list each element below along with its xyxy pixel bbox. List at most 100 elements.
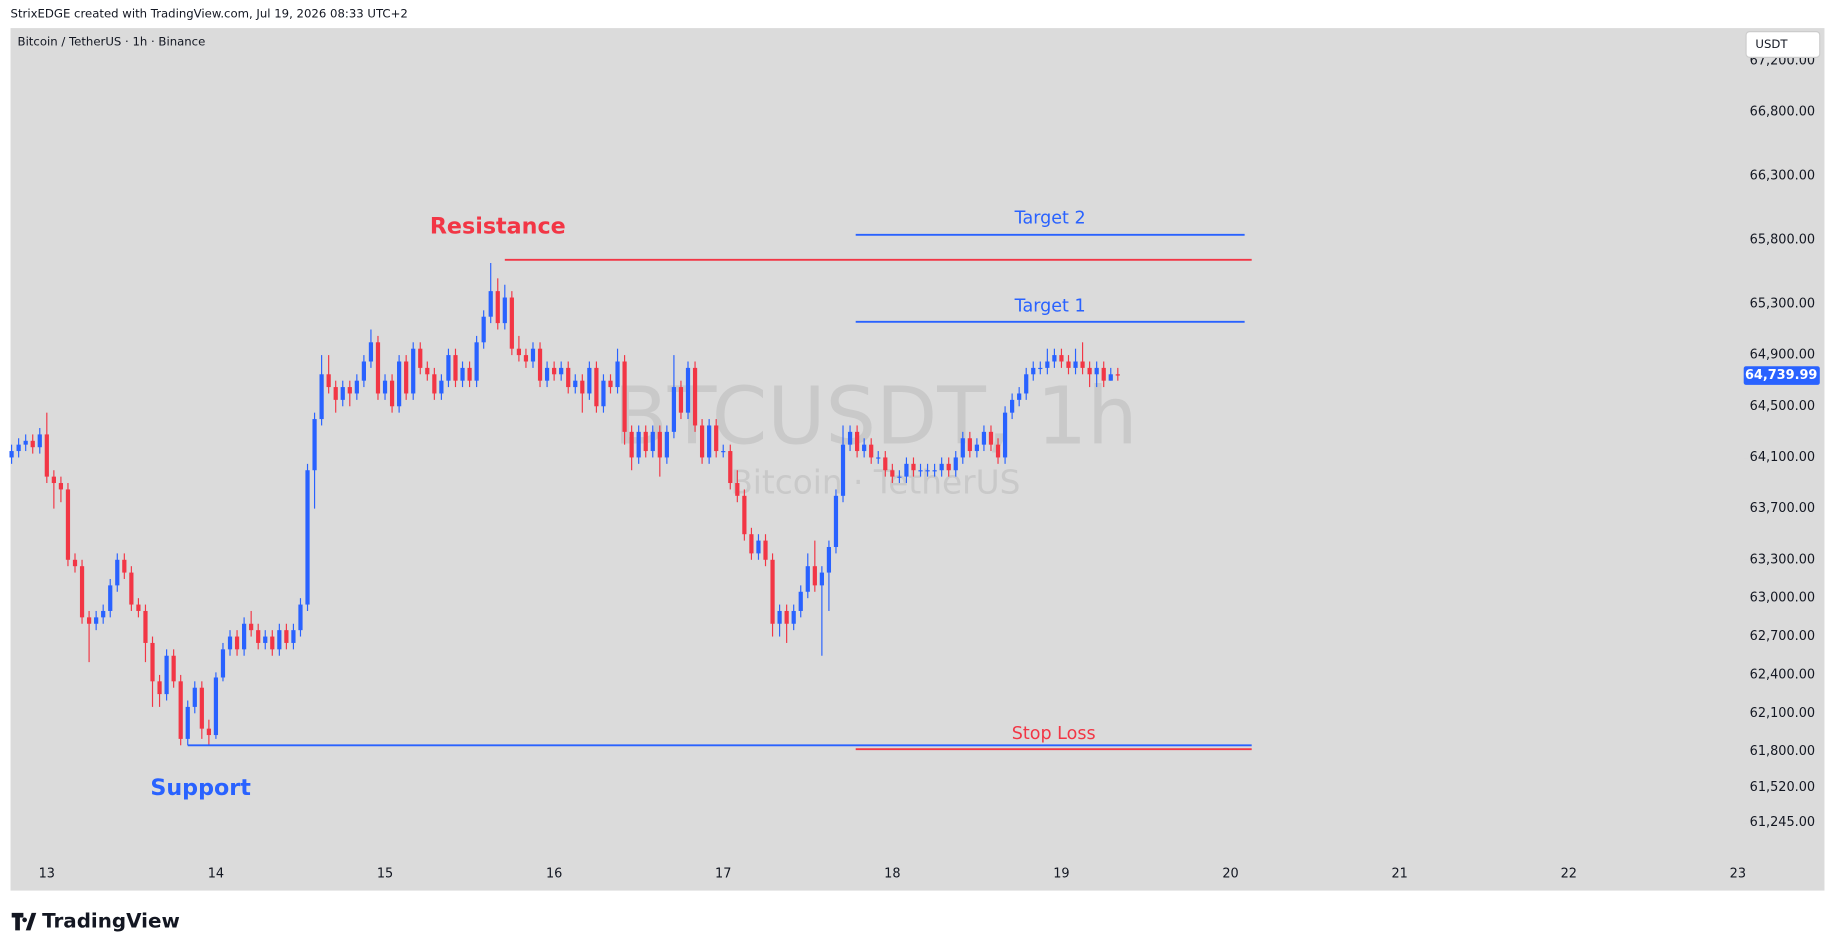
candle-body <box>143 610 148 643</box>
candle-body <box>220 649 226 678</box>
y-tick-label: 63,300.00 <box>1750 552 1815 567</box>
y-tick-label: 66,800.00 <box>1750 105 1815 120</box>
candle-body <box>263 636 268 643</box>
x-tick-label: 17 <box>715 867 731 882</box>
candle-body <box>206 728 211 736</box>
attribution: StrixEDGE created with TradingView.com, … <box>11 7 408 21</box>
candle-body <box>164 655 169 695</box>
candle-body <box>157 681 162 695</box>
candle-body <box>904 463 909 477</box>
candle-body <box>333 387 338 400</box>
candle-body <box>474 342 479 381</box>
candle-body <box>495 291 500 324</box>
candle-body <box>714 425 719 452</box>
candle-body <box>86 617 92 624</box>
candle-body <box>770 559 775 624</box>
candle-body <box>375 342 381 394</box>
candle-body <box>650 431 655 452</box>
candle-body <box>671 387 677 432</box>
candle-body <box>608 380 613 388</box>
candle-body <box>777 610 782 624</box>
footer-logo: TradingView <box>11 910 180 933</box>
candle-body <box>115 559 120 586</box>
x-tick-label: 21 <box>1391 867 1407 882</box>
candle-body <box>305 470 310 605</box>
candle-body <box>249 623 254 631</box>
candle-body <box>418 348 423 368</box>
candle-body <box>847 431 853 445</box>
candle-body <box>368 342 374 362</box>
candle-body <box>1017 393 1022 400</box>
watermark-subtitle: Bitcoin · TetherUS <box>730 464 1020 502</box>
candle-body <box>446 355 451 381</box>
candle-body <box>389 380 395 407</box>
candle-body <box>995 444 1001 458</box>
candle-body <box>1031 367 1036 375</box>
candle-body <box>319 374 324 420</box>
candle-body <box>883 457 888 471</box>
y-tick-label: 63,000.00 <box>1750 591 1815 606</box>
candle-body <box>467 367 472 381</box>
candle-body <box>981 431 987 445</box>
candle-body <box>65 489 71 560</box>
candle-body <box>291 630 296 643</box>
candle-body <box>340 387 345 400</box>
y-tick-label: 61,245.00 <box>1750 815 1815 830</box>
candle-body <box>925 470 930 472</box>
candle-body <box>516 348 522 356</box>
currency: USDT <box>1755 37 1788 51</box>
candle-body <box>1094 367 1099 375</box>
candle-body <box>685 367 691 413</box>
x-tick-label: 13 <box>39 867 55 882</box>
candle-body <box>502 297 507 324</box>
candle-body <box>664 431 669 458</box>
x-tick-label: 22 <box>1561 867 1577 882</box>
candle-body <box>44 434 49 477</box>
candle-body <box>918 470 923 472</box>
candle-body <box>537 348 543 381</box>
candle-body <box>601 380 606 407</box>
candle-body <box>791 610 796 624</box>
y-tick-label: 65,300.00 <box>1750 296 1815 311</box>
candle-body <box>136 604 141 611</box>
candle-body <box>129 572 134 605</box>
candle-body <box>1087 367 1092 375</box>
candle-body <box>171 655 176 682</box>
candle-body <box>622 361 627 432</box>
candle-body <box>361 361 366 381</box>
candle-body <box>79 566 85 618</box>
y-tick-label: 62,100.00 <box>1750 706 1815 721</box>
candle-body <box>699 425 705 458</box>
candle-body <box>911 463 916 471</box>
x-tick-label: 15 <box>377 867 393 882</box>
candle-body <box>425 367 430 375</box>
brand: TradingView <box>42 910 180 933</box>
candle-body <box>1101 367 1106 381</box>
plot: 67,200.0066,800.0066,300.0065,800.0065,3… <box>9 53 1820 882</box>
candle-body <box>30 440 35 448</box>
candle-body <box>213 677 219 736</box>
y-tick-label: 64,100.00 <box>1750 450 1815 465</box>
candle-body <box>1038 367 1043 370</box>
candle-body <box>277 630 282 650</box>
candle-body <box>523 355 529 362</box>
candle-body <box>819 572 824 586</box>
candle-body <box>1052 355 1057 362</box>
candle-body <box>1080 361 1085 368</box>
candle-body <box>939 463 944 471</box>
drawing-label: Target 1 <box>1014 297 1086 317</box>
candle-body <box>284 630 289 643</box>
symbol-title: Bitcoin / TetherUS · 1h · Binance <box>18 35 206 49</box>
currency-box[interactable] <box>1745 31 1821 58</box>
candle-body <box>897 476 902 478</box>
candle-body <box>185 706 190 739</box>
y-tick-label: 61,800.00 <box>1750 744 1815 759</box>
candle-body <box>876 457 881 459</box>
candle-body <box>298 604 303 631</box>
candle-body <box>1059 355 1064 362</box>
candle-body <box>72 559 78 567</box>
candle-body <box>840 444 846 496</box>
candle-body <box>256 630 261 643</box>
candle-body <box>1108 374 1113 381</box>
candle-body <box>326 374 331 388</box>
